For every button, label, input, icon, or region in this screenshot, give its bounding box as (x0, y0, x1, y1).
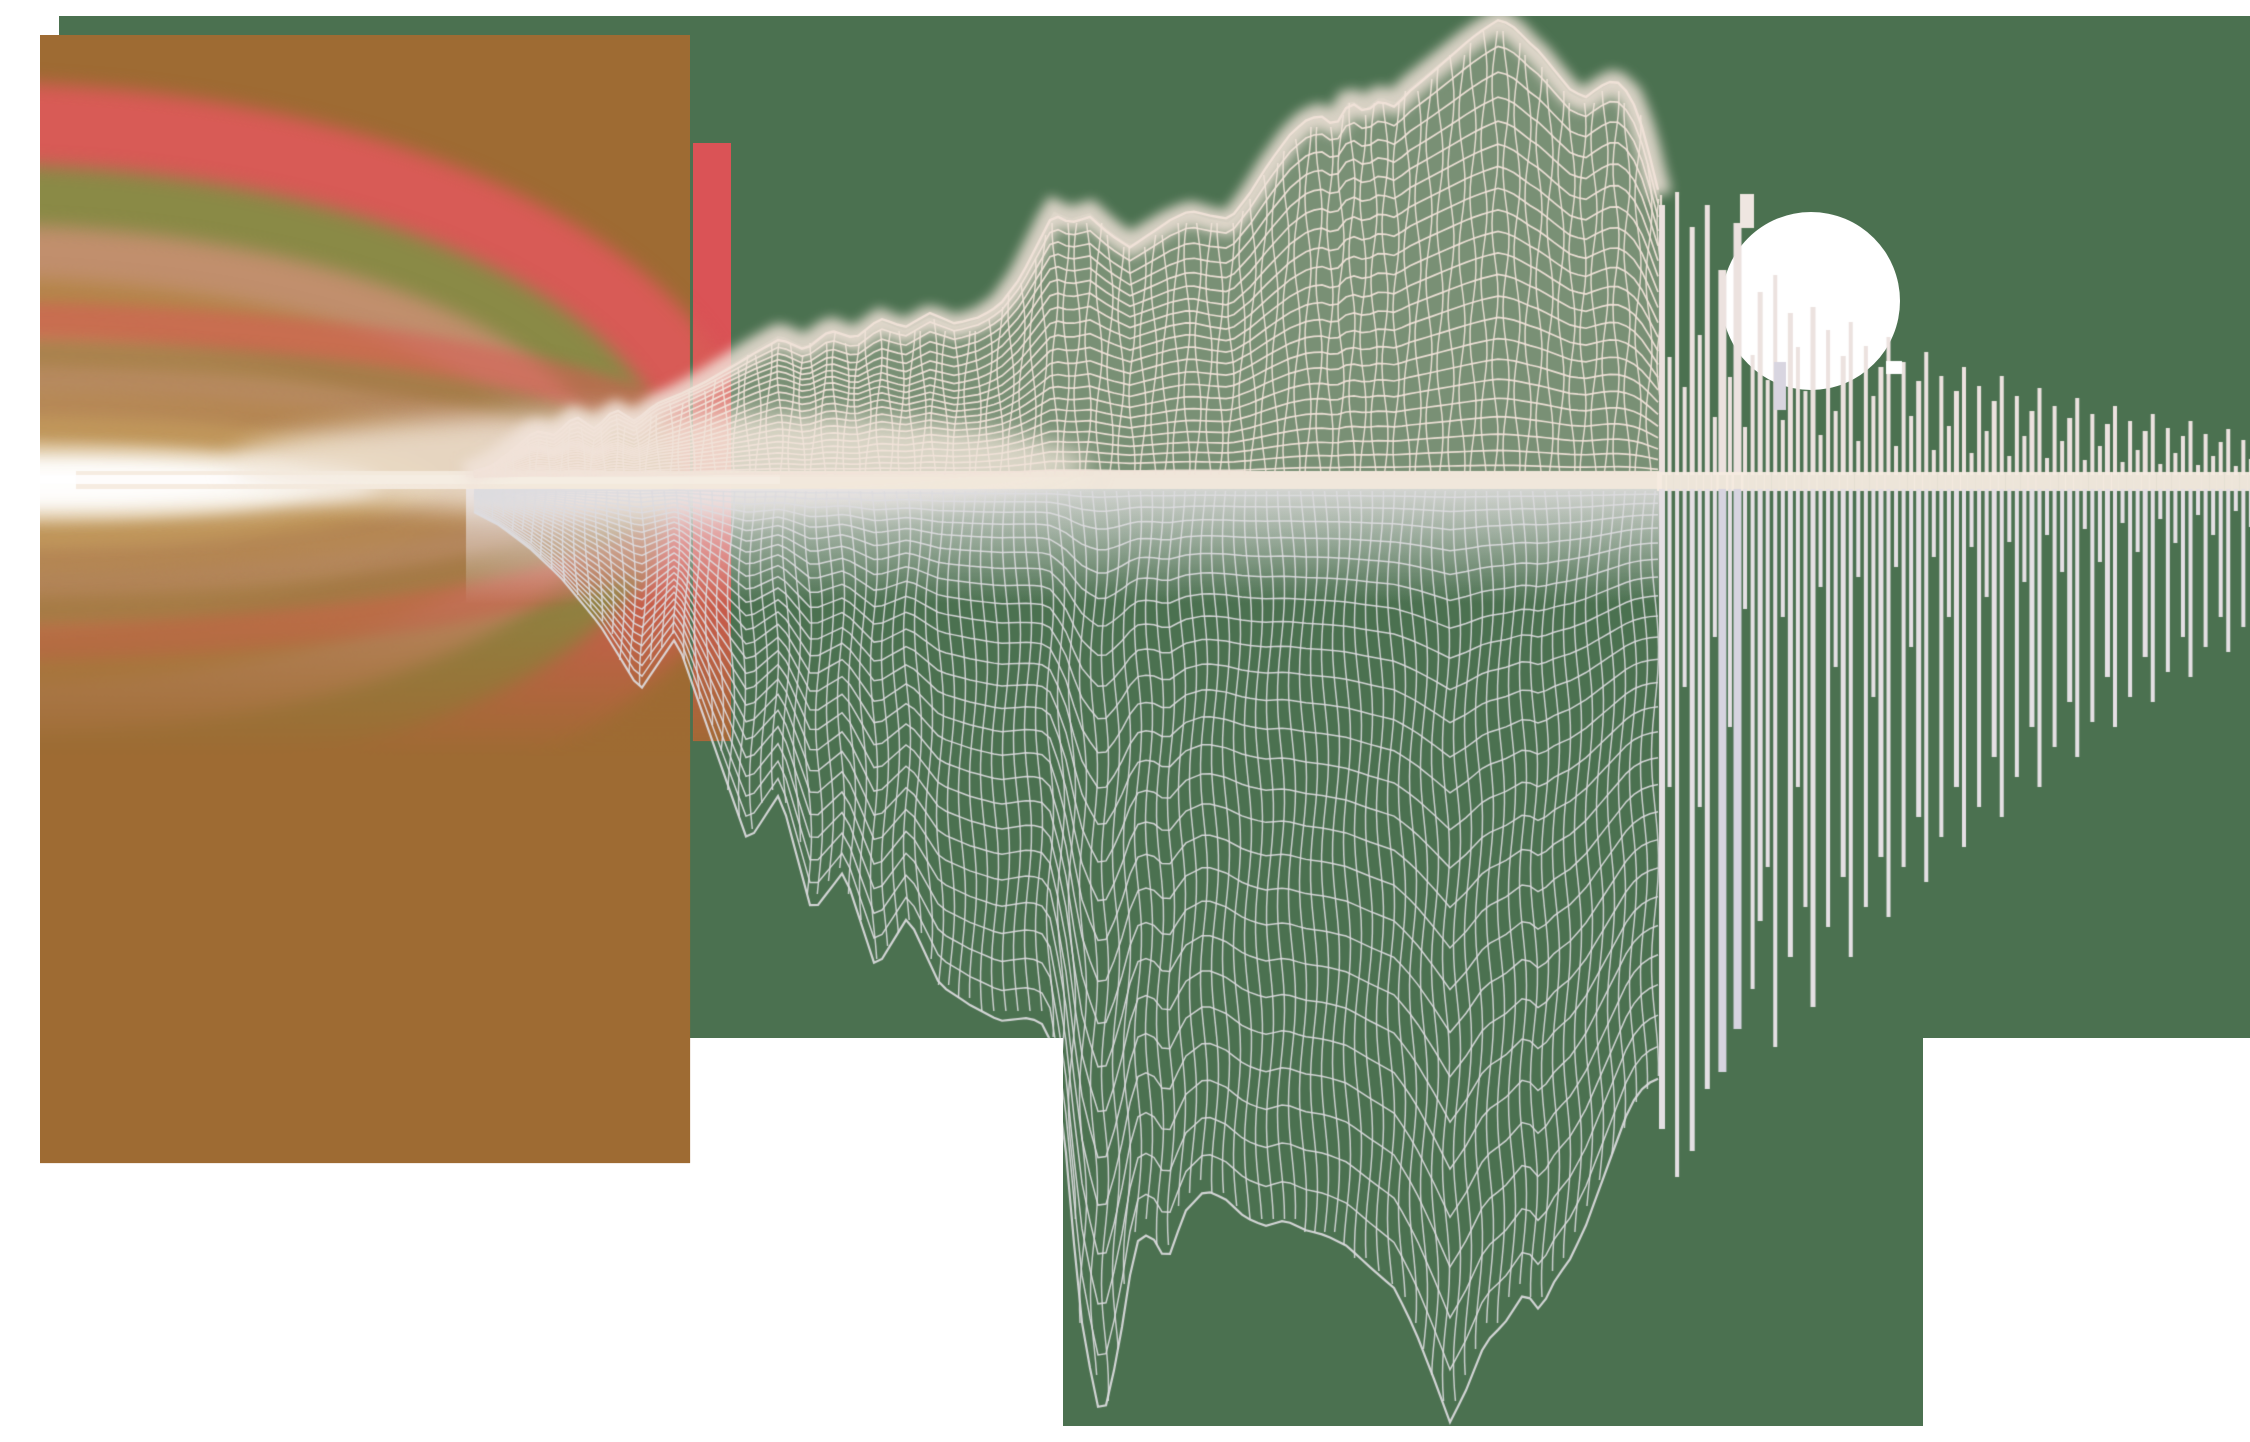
moon-disc (1722, 212, 1900, 390)
sienna-rectangle (40, 35, 690, 1163)
green-field-lower (1063, 1038, 1923, 1426)
white-corner-notch (40, 16, 59, 34)
coral-stripe (693, 143, 731, 741)
generative-art-figure (40, 16, 2250, 1426)
